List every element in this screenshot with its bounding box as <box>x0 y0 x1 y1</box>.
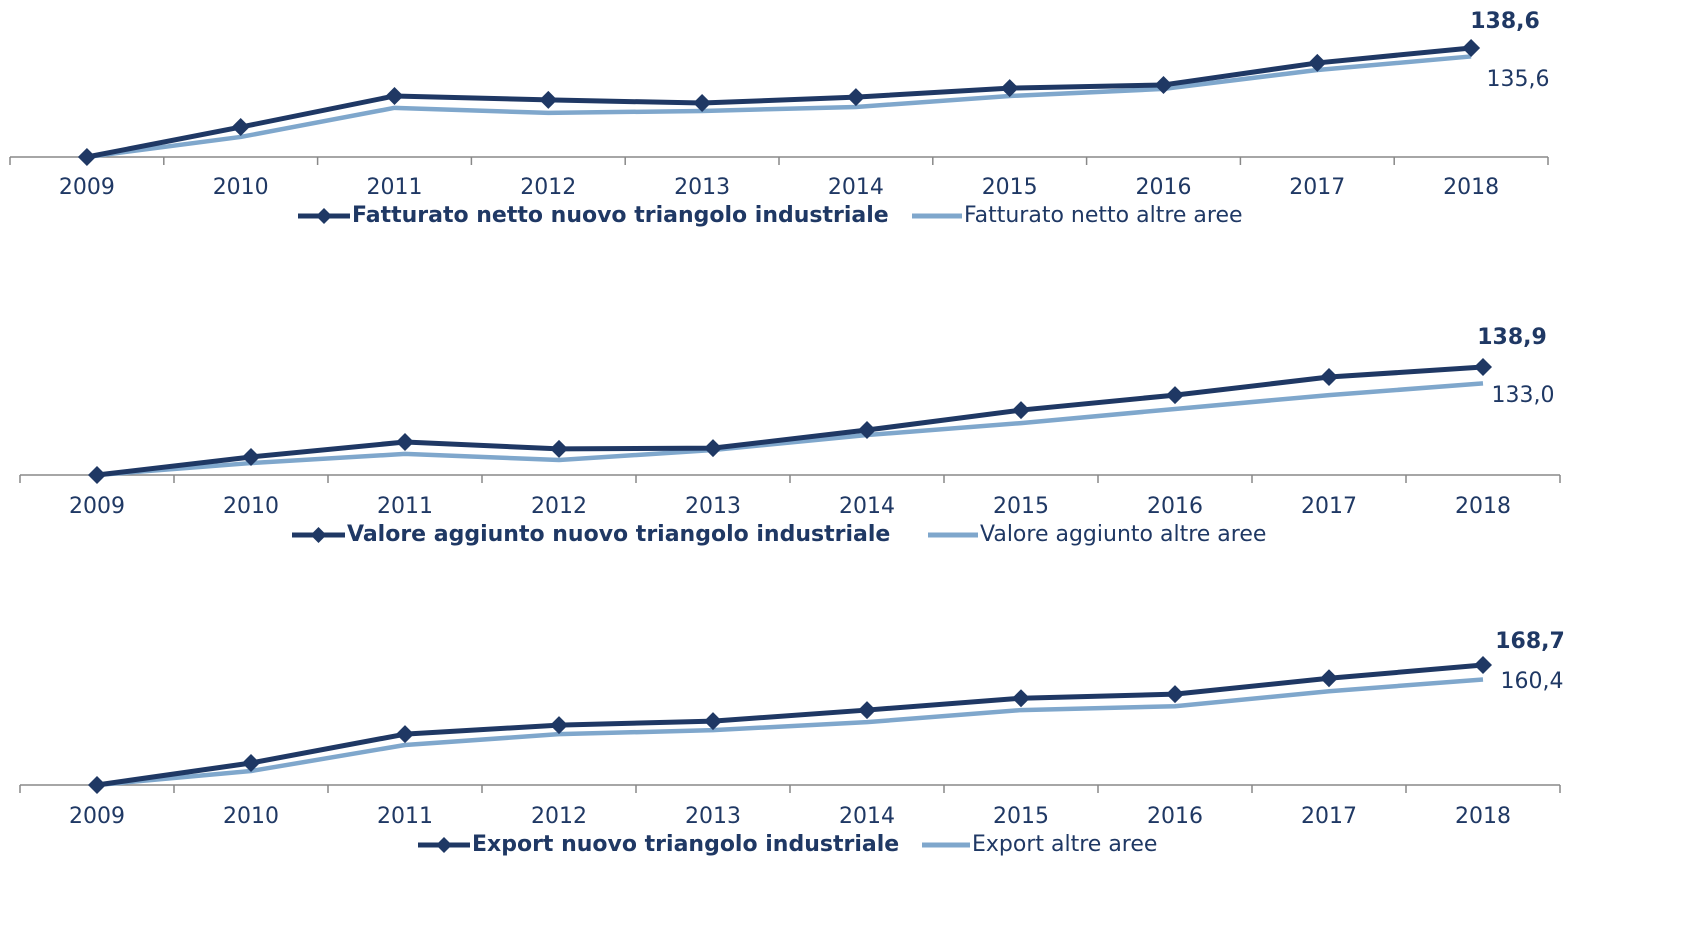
x-tick-label: 2010 <box>213 175 269 200</box>
series-line <box>96 662 1484 788</box>
point-marker <box>242 753 260 772</box>
point-marker <box>1474 358 1492 377</box>
x-tick-label: 2013 <box>685 494 741 519</box>
data-label: 135,6 <box>1487 67 1550 92</box>
x-tick-label: 2016 <box>1147 494 1203 519</box>
point-marker <box>396 725 414 744</box>
point-marker <box>1474 656 1492 675</box>
data-label: 168,7 <box>1495 629 1565 654</box>
data-label: 160,4 <box>1501 669 1564 694</box>
x-tick-label: 2017 <box>1301 494 1357 519</box>
x-tick-label: 2015 <box>982 175 1038 200</box>
legend-label: Valore aggiunto nuovo triangolo industri… <box>347 522 890 547</box>
series-line <box>86 54 1472 160</box>
x-tick-label: 2018 <box>1443 175 1499 200</box>
x-tick-label: 2013 <box>674 175 730 200</box>
point-marker <box>396 432 414 451</box>
point-marker <box>550 716 568 735</box>
x-tick-label: 2009 <box>69 494 125 519</box>
point-marker <box>1320 669 1338 688</box>
legend-label: Export altre aree <box>972 832 1157 857</box>
point-marker <box>1012 689 1030 708</box>
x-tick-label: 2012 <box>531 494 587 519</box>
point-marker <box>846 88 865 107</box>
x-tick-label: 2017 <box>1301 804 1357 829</box>
x-tick-label: 2010 <box>223 804 279 829</box>
data-label: 138,6 <box>1470 9 1540 34</box>
point-marker <box>858 701 876 720</box>
point-marker <box>1308 53 1327 72</box>
point-marker <box>231 118 250 137</box>
point-marker <box>550 439 568 458</box>
series-line <box>96 381 1484 478</box>
x-tick-label: 2014 <box>839 804 895 829</box>
x-tick-label: 2018 <box>1455 804 1511 829</box>
point-marker <box>242 447 260 466</box>
legend-label: Valore aggiunto altre aree <box>980 522 1266 547</box>
x-tick-label: 2014 <box>828 175 884 200</box>
data-label: 133,0 <box>1492 383 1555 408</box>
point-marker <box>1462 38 1481 57</box>
x-tick-label: 2012 <box>520 175 576 200</box>
x-tick-label: 2015 <box>993 494 1049 519</box>
point-marker <box>539 90 558 109</box>
point-marker <box>88 466 106 484</box>
point-marker <box>1154 75 1173 94</box>
point-marker <box>77 148 96 166</box>
point-marker <box>385 86 404 105</box>
data-label: 138,9 <box>1477 325 1547 350</box>
legend-label: Fatturato netto altre aree <box>964 203 1243 228</box>
x-tick-label: 2016 <box>1136 175 1192 200</box>
series-line <box>86 45 1472 160</box>
x-tick-label: 2009 <box>69 804 125 829</box>
x-tick-label: 2017 <box>1289 175 1345 200</box>
x-tick-label: 2012 <box>531 804 587 829</box>
point-marker <box>704 712 722 731</box>
point-marker <box>88 776 106 794</box>
x-tick-label: 2011 <box>367 175 423 200</box>
legend-label: Fatturato netto nuovo triangolo industri… <box>352 203 889 228</box>
series-line <box>96 677 1484 788</box>
point-marker <box>1166 386 1184 405</box>
x-tick-label: 2013 <box>685 804 741 829</box>
point-marker <box>1000 79 1019 98</box>
point-marker <box>1166 685 1184 704</box>
x-tick-label: 2016 <box>1147 804 1203 829</box>
x-tick-label: 2010 <box>223 494 279 519</box>
x-tick-label: 2014 <box>839 494 895 519</box>
x-tick-label: 2009 <box>59 175 115 200</box>
legend-marker <box>310 527 327 543</box>
legend-label: Export nuovo triangolo industriale <box>472 832 899 857</box>
x-tick-label: 2015 <box>993 804 1049 829</box>
point-marker <box>1012 401 1030 420</box>
point-marker <box>693 94 712 113</box>
point-marker <box>1320 368 1338 387</box>
series-line <box>96 364 1484 478</box>
point-marker <box>858 421 876 440</box>
point-marker <box>704 439 722 458</box>
x-tick-label: 2018 <box>1455 494 1511 519</box>
legend-marker <box>316 208 332 224</box>
legend-marker <box>436 837 452 853</box>
x-tick-label: 2011 <box>377 804 433 829</box>
x-tick-label: 2011 <box>377 494 433 519</box>
